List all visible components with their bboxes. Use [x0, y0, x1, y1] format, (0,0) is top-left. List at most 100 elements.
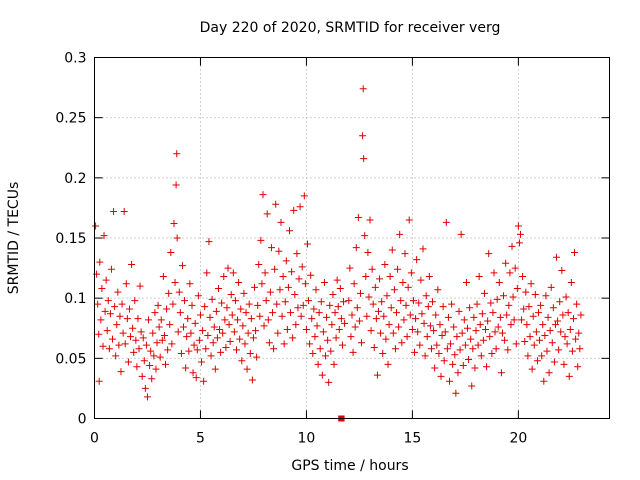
data-point [559, 311, 567, 319]
data-point [532, 328, 540, 336]
data-point [218, 299, 226, 307]
data-point [356, 289, 364, 297]
data-point [542, 292, 550, 300]
data-point [438, 331, 446, 339]
data-point [536, 336, 544, 344]
data-point [305, 297, 313, 305]
data-point [341, 319, 349, 327]
data-point [148, 375, 156, 383]
data-point [199, 327, 207, 335]
data-point [303, 240, 311, 248]
data-point [272, 200, 280, 208]
data-point [308, 315, 316, 323]
data-point [367, 327, 375, 335]
data-point [191, 319, 199, 327]
data-point [171, 279, 179, 287]
data-point [397, 297, 405, 305]
data-point [136, 282, 144, 290]
data-point [294, 304, 302, 312]
data-point [371, 283, 379, 291]
data-point [472, 327, 480, 335]
data-point [222, 344, 230, 352]
data-point [244, 329, 252, 337]
data-point [190, 341, 198, 349]
data-point [495, 279, 503, 287]
data-point [276, 286, 284, 294]
data-point [533, 357, 541, 365]
data-point [524, 352, 532, 360]
data-point [520, 305, 528, 313]
data-point [444, 313, 452, 321]
data-point [185, 347, 193, 355]
data-point [117, 368, 125, 376]
data-point [322, 352, 330, 360]
data-point [317, 298, 325, 306]
data-point [145, 316, 153, 324]
chart-title: Day 220 of 2020, SRMTID for receiver ver… [200, 20, 501, 36]
x-tick-label: 0 [90, 431, 99, 447]
data-point [394, 265, 402, 273]
data-point [260, 322, 268, 330]
data-point [415, 299, 423, 307]
x-tick-label: 5 [196, 431, 205, 447]
data-point [213, 334, 221, 342]
data-point [544, 313, 552, 321]
data-point [334, 303, 342, 311]
data-point [399, 279, 407, 287]
data-point [354, 214, 362, 222]
data-point [159, 273, 167, 281]
data-point [141, 384, 149, 392]
data-point [234, 316, 242, 324]
x-axis-label: GPS time / hours [291, 458, 408, 474]
data-point [316, 345, 324, 353]
data-point [180, 323, 188, 331]
data-point [501, 336, 509, 344]
data-point [359, 85, 367, 93]
data-point [496, 313, 504, 321]
data-point [111, 303, 119, 311]
data-point [285, 227, 293, 235]
data-point [571, 248, 579, 256]
data-point [187, 329, 195, 337]
data-point [538, 352, 546, 360]
data-point [253, 353, 261, 361]
data-point [196, 311, 204, 319]
data-point [232, 346, 240, 354]
data-point [381, 260, 389, 268]
data-point [230, 328, 238, 336]
data-point [169, 300, 177, 308]
data-point [384, 360, 392, 368]
data-point [301, 280, 309, 288]
data-point [525, 303, 533, 311]
data-point [398, 339, 406, 347]
data-point [423, 333, 431, 341]
y-tick-label: 0.15 [55, 231, 86, 247]
data-point [471, 364, 479, 372]
data-point [480, 289, 488, 297]
data-point [258, 280, 266, 288]
data-point [417, 276, 425, 284]
data-point [183, 333, 191, 341]
data-point [333, 276, 341, 284]
data-point [266, 288, 274, 296]
data-point [292, 321, 300, 329]
data-point [177, 350, 185, 358]
data-point [395, 323, 403, 331]
data-point [130, 348, 138, 356]
data-point [165, 289, 173, 297]
data-point [210, 323, 218, 331]
data-point [302, 325, 310, 333]
data-point [189, 369, 197, 377]
data-point [201, 303, 209, 311]
data-point [172, 181, 180, 189]
data-point [335, 325, 343, 333]
data-point [512, 340, 520, 348]
data-point [127, 333, 135, 341]
data-point [149, 329, 157, 337]
data-point [318, 371, 326, 379]
data-point [261, 269, 269, 277]
data-point [92, 222, 100, 230]
grid-lines [94, 57, 610, 419]
data-point [220, 273, 228, 281]
